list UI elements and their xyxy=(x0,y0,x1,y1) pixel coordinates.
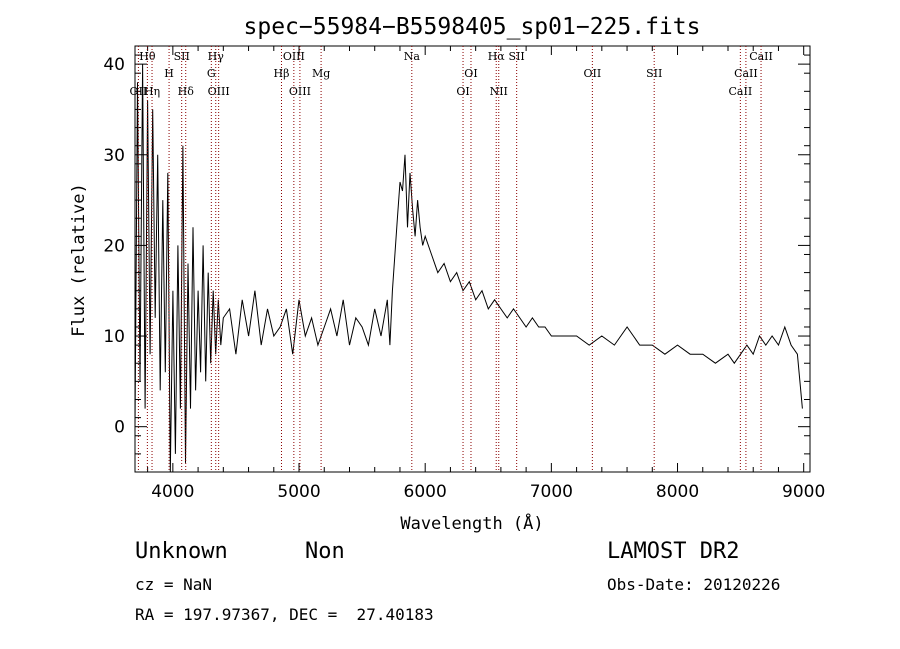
spectral-line-label: OII xyxy=(130,85,148,98)
spectral-line-label: SII xyxy=(646,67,662,80)
spectral-line-label: CaII xyxy=(729,85,753,98)
spectral-line-label: OII xyxy=(584,67,602,80)
spectral-line-label: Hθ xyxy=(139,50,156,63)
spectrum-line xyxy=(135,64,803,472)
spectral-line-label: Hη xyxy=(144,85,160,98)
x-tick-label: 7000 xyxy=(530,482,573,502)
spectral-line-label: Na xyxy=(404,50,421,63)
plot-frame xyxy=(134,45,811,473)
y-tick-label: 30 xyxy=(103,146,125,166)
object-class: Unknown xyxy=(135,539,228,564)
x-tick-label: 4000 xyxy=(151,482,194,502)
chart-title: spec−55984−B5598405_sp01−225.fits xyxy=(244,14,701,40)
spectral-line-label: OI xyxy=(456,85,469,98)
x-axis: 4000 5000 6000 7000 8000 9000 xyxy=(147,46,825,502)
x-tick-label: 6000 xyxy=(404,482,447,502)
cz-value: cz = NaN xyxy=(135,575,213,594)
spectral-line-markers: HθOIIHηHSIIHδHγGOIIIOIIIHβOIIIMgNaOIOIHα… xyxy=(130,46,773,472)
spectral-line-label: Mg xyxy=(312,67,330,80)
spectral-line-label: Hγ xyxy=(208,50,225,63)
spectral-line-label: OI xyxy=(464,67,477,80)
spectral-line-label: OIII xyxy=(208,85,230,98)
y-tick-label: 40 xyxy=(103,55,125,75)
spectral-line-label: Hβ xyxy=(274,67,290,80)
spectral-line-label: NII xyxy=(490,85,508,98)
spectral-line-label: SII xyxy=(509,50,525,63)
y-axis-label: Flux (relative) xyxy=(69,183,89,337)
spectral-line-label: OIII xyxy=(289,85,311,98)
spectral-line-label: G xyxy=(207,67,216,80)
spectral-line-label: CaII xyxy=(734,67,758,80)
spectral-line-label: Hα xyxy=(488,50,506,63)
survey-name: LAMOST DR2 xyxy=(607,539,740,564)
y-tick-label: 10 xyxy=(103,327,125,347)
x-tick-label: 9000 xyxy=(782,482,825,502)
y-tick-label: 0 xyxy=(114,418,125,438)
obs-date: Obs-Date: 20120226 xyxy=(607,575,781,594)
plot-area xyxy=(134,45,811,473)
spectral-line-label: H xyxy=(164,67,174,80)
y-axis: 0 10 20 30 40 xyxy=(103,54,810,473)
object-subclass: Non xyxy=(305,539,345,564)
spectral-line-label: SII xyxy=(174,50,190,63)
x-axis-label: Wavelength (Å) xyxy=(400,512,543,534)
spectral-line-label: CaII xyxy=(749,50,773,63)
x-tick-label: 8000 xyxy=(656,482,699,502)
y-tick-label: 20 xyxy=(103,236,125,256)
spectral-line-label: Hδ xyxy=(178,85,195,98)
spectrum-chart: spec−55984−B5598405_sp01−225.fits 4000 50… xyxy=(69,14,825,534)
x-tick-label: 5000 xyxy=(277,482,320,502)
spectral-line-label: OIII xyxy=(283,50,305,63)
coordinates: RA = 197.97367, DEC = 27.40183 xyxy=(135,605,434,624)
